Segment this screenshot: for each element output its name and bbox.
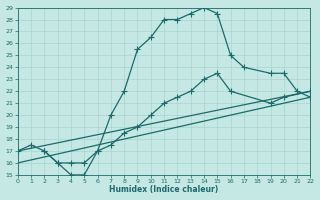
X-axis label: Humidex (Indice chaleur): Humidex (Indice chaleur) bbox=[109, 185, 219, 194]
